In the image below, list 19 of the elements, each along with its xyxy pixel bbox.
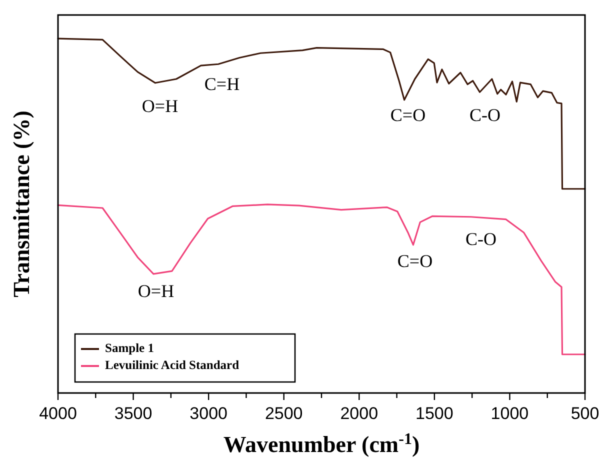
annotation: O=H [138, 281, 174, 302]
x-tick-label: 2000 [340, 404, 378, 423]
legend-label: Sample 1 [105, 340, 154, 355]
x-tick-label: 4000 [39, 404, 77, 423]
x-tick-label: 1000 [490, 404, 529, 423]
annotation: C=O [390, 105, 426, 126]
legend-label: Levuilinic Acid Standard [105, 358, 240, 372]
x-tick-label: 2500 [264, 404, 303, 423]
y-axis-title: Transmittance (%) [9, 110, 34, 298]
x-tick-label: 3500 [114, 404, 152, 423]
annotation: O=H [142, 96, 178, 116]
annotation: C=O [397, 251, 433, 272]
annotation: C-O [466, 229, 496, 250]
x-tick-label: 1500 [416, 404, 454, 423]
x-tick-label: 3000 [190, 404, 228, 423]
annotation: C=H [204, 74, 240, 94]
x-axis-title: Wavenumber (cm$^{-1}$) [223, 430, 420, 457]
x-tick-label: 500 [570, 404, 600, 423]
annotation: C-O [470, 105, 500, 126]
